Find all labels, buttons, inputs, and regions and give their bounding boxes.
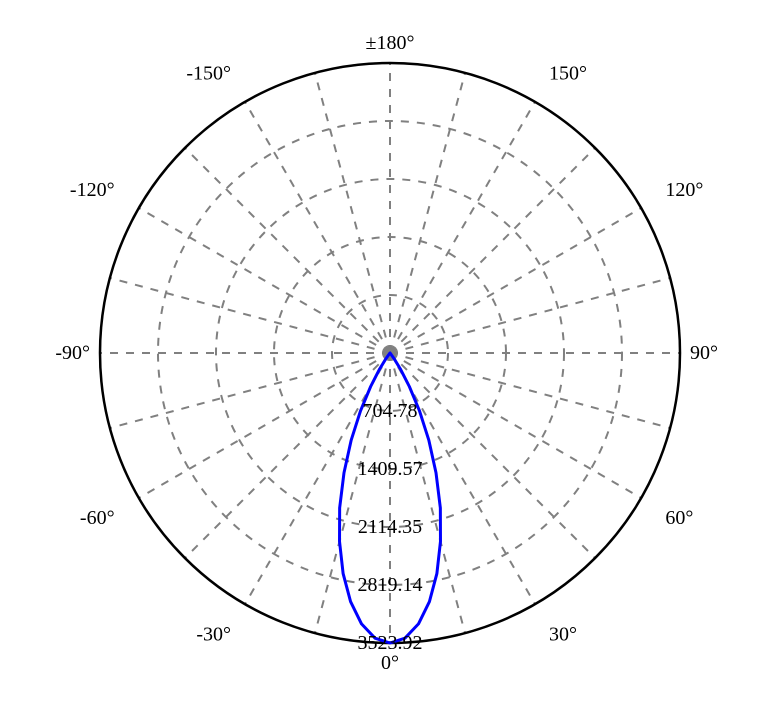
angle-tick-label: -60° — [80, 507, 115, 529]
grid-spoke — [139, 208, 390, 353]
angle-tick-label: -30° — [196, 623, 231, 645]
grid-spoke — [110, 353, 390, 428]
grid-spoke — [390, 102, 535, 353]
grid-spoke — [110, 278, 390, 353]
radial-tick-label: 1409.57 — [358, 458, 423, 480]
grid-spoke — [390, 73, 465, 353]
grid-spoke — [390, 278, 670, 353]
grid-spoke — [315, 73, 390, 353]
angle-tick-label: ±180° — [366, 32, 415, 54]
angle-tick-label: 60° — [665, 507, 693, 529]
angle-tick-label: 120° — [665, 179, 703, 201]
grid-spoke — [390, 148, 595, 353]
angle-tick-label: 90° — [690, 342, 718, 364]
angle-tick-label: -120° — [70, 179, 115, 201]
radial-tick-label: 3523.92 — [358, 632, 423, 654]
angle-tick-label: 0° — [381, 652, 399, 674]
radial-tick-label: 704.78 — [363, 400, 418, 422]
grid-spoke — [185, 148, 390, 353]
grid-spoke — [139, 353, 390, 498]
angle-tick-label: -90° — [55, 342, 90, 364]
grid-spoke — [390, 208, 641, 353]
angle-tick-label: 150° — [549, 63, 587, 85]
grid-spoke — [390, 353, 641, 498]
polar-chart: 704.78 1409.57 2114.35 2819.14 3523.92 0° 30°… — [0, 0, 780, 708]
radial-tick-label: 2819.14 — [358, 574, 423, 596]
grid-spoke — [245, 102, 390, 353]
grid-spoke — [390, 353, 670, 428]
radial-tick-label: 2114.35 — [358, 516, 422, 538]
angle-tick-label: -150° — [186, 63, 231, 85]
angle-tick-label: 30° — [549, 623, 577, 645]
